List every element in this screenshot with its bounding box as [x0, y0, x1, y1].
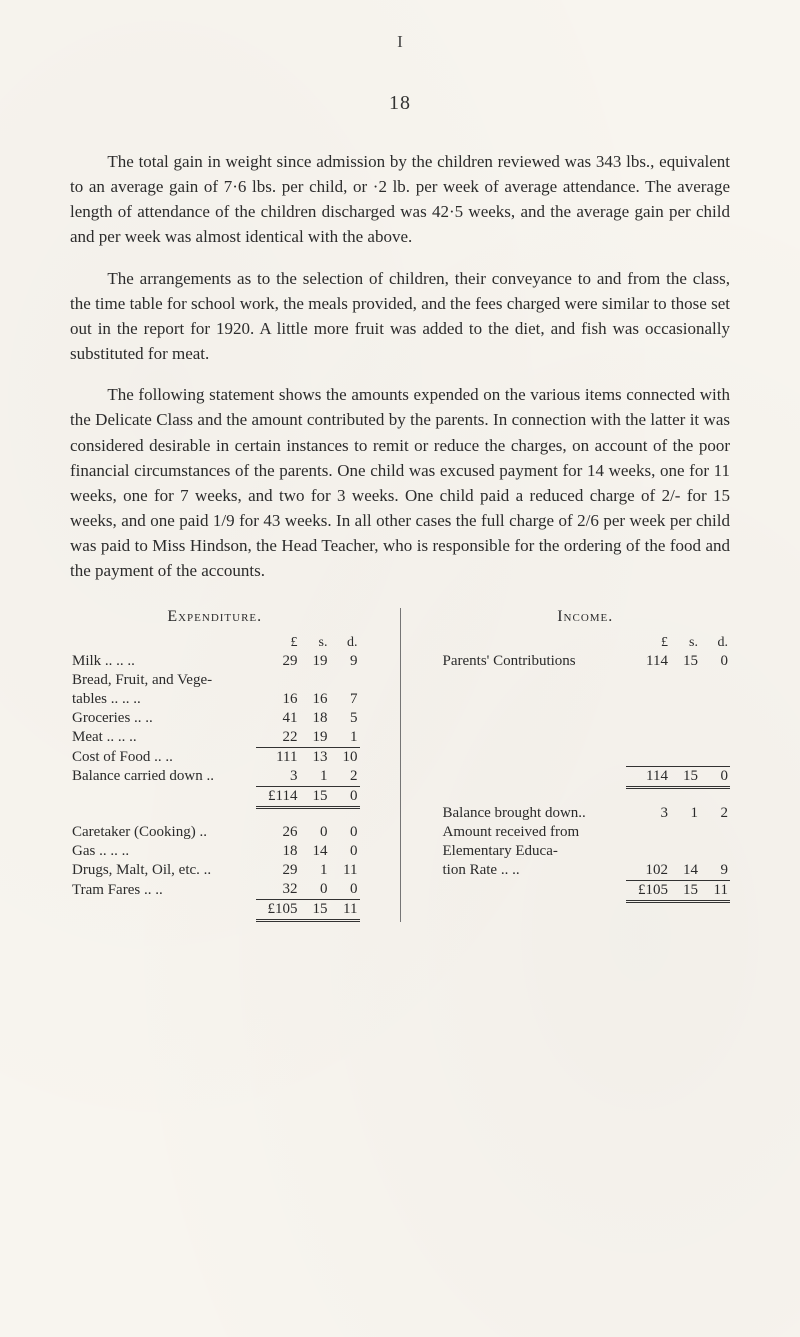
income-title: Income. — [441, 608, 731, 626]
page-number: 18 — [70, 92, 730, 115]
table-row: Balance brought down.. 3 1 2 — [441, 804, 731, 823]
page-root: I 18 The total gain in weight since admi… — [0, 0, 800, 1337]
col-head-d: d. — [700, 634, 730, 652]
table-row: Meat .. .. .. 22 19 1 — [70, 728, 360, 748]
table-row: tion Rate .. .. 102 14 9 — [441, 861, 731, 881]
income-table: £ s. d. Parents' Contributions 114 15 0 — [441, 634, 731, 903]
table-row: tables .. .. .. 16 16 7 — [70, 690, 360, 709]
column-separator — [400, 608, 401, 923]
table-row: Gas .. .. .. 18 14 0 — [70, 842, 360, 861]
col-head-s: s. — [670, 634, 700, 652]
currency-head-row: £ s. d. — [441, 634, 731, 652]
paragraph-2: The arrangements as to the selection of … — [70, 266, 730, 367]
ledger-tables: Expenditure. £ s. d. Milk .. .. .. 29 19… — [70, 608, 730, 923]
table-row: Parents' Contributions 114 15 0 — [441, 652, 731, 671]
table-row: Bread, Fruit, and Vege- — [70, 671, 360, 690]
table-row: Tram Fares .. .. 32 0 0 — [70, 880, 360, 900]
expenditure-column: Expenditure. £ s. d. Milk .. .. .. 29 19… — [70, 608, 360, 923]
paragraph-1: The total gain in weight since admission… — [70, 149, 730, 250]
expenditure-title: Expenditure. — [70, 608, 360, 626]
table-row: Balance carried down .. 3 1 2 — [70, 767, 360, 787]
currency-head-row: £ s. d. — [70, 634, 360, 652]
income-column: Income. £ s. d. Parents' Contributions 1… — [441, 608, 731, 923]
income-block1-total: 114 15 0 — [441, 767, 731, 788]
expenditure-block2-total: £105 15 11 — [70, 900, 360, 921]
expenditure-table: £ s. d. Milk .. .. .. 29 19 9 Bread, Fru… — [70, 634, 360, 923]
income-block2-total: £105 15 11 — [441, 880, 731, 901]
table-row: Drugs, Malt, Oil, etc. .. 29 1 11 — [70, 861, 360, 880]
table-row: Amount received from — [441, 823, 731, 842]
expenditure-block1-total: £114 15 0 — [70, 786, 360, 807]
table-row: Groceries .. .. 41 18 5 — [70, 709, 360, 728]
col-head-L: £ — [256, 634, 300, 652]
top-page-mark: I — [70, 32, 730, 52]
table-row: Caretaker (Cooking) .. 26 0 0 — [70, 823, 360, 842]
table-row: Elementary Educa- — [441, 842, 731, 861]
table-row: Cost of Food .. .. 111 13 10 — [70, 747, 360, 767]
table-row: Milk .. .. .. 29 19 9 — [70, 652, 360, 671]
col-head-s: s. — [300, 634, 330, 652]
paragraph-3: The following statement shows the amount… — [70, 382, 730, 583]
col-head-L: £ — [626, 634, 670, 652]
col-head-d: d. — [330, 634, 360, 652]
